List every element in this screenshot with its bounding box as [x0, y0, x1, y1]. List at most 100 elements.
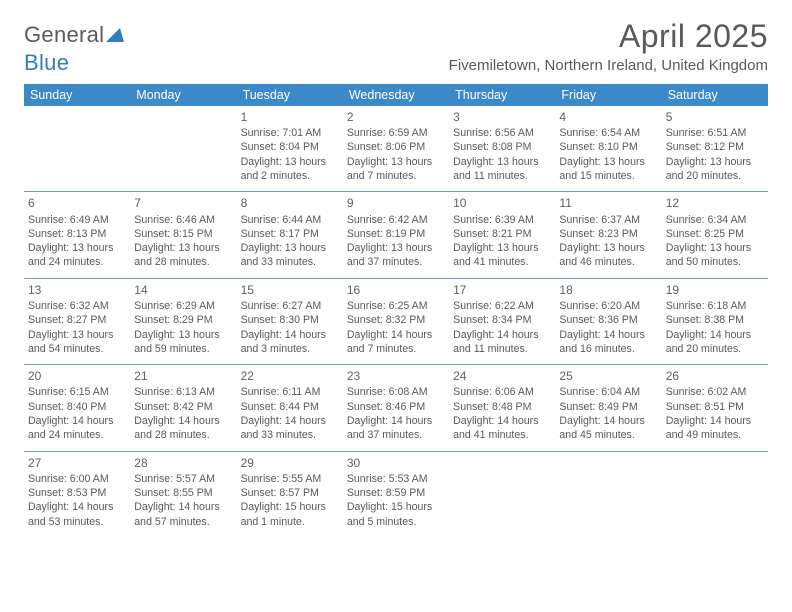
- day-number: 28: [134, 455, 232, 471]
- sunrise-text: Sunrise: 6:56 AM: [453, 126, 551, 140]
- day-number: 23: [347, 368, 445, 384]
- calendar-row: 27Sunrise: 6:00 AMSunset: 8:53 PMDayligh…: [24, 452, 768, 537]
- day-cell: 4Sunrise: 6:54 AMSunset: 8:10 PMDaylight…: [555, 106, 661, 191]
- sunrise-text: Sunrise: 5:57 AM: [134, 472, 232, 486]
- dayname-monday: Monday: [130, 84, 236, 106]
- triangle-icon: [106, 22, 124, 48]
- empty-cell: [449, 452, 555, 537]
- location: Fivemiletown, Northern Ireland, United K…: [449, 57, 768, 74]
- title-block: April 2025 Fivemiletown, Northern Irelan…: [449, 18, 768, 74]
- calendar-row: 1Sunrise: 7:01 AMSunset: 8:04 PMDaylight…: [24, 106, 768, 192]
- daylight-text: Daylight: 13 hours and 2 minutes.: [241, 155, 339, 184]
- logo-text-general: General: [24, 22, 104, 47]
- sunset-text: Sunset: 8:38 PM: [666, 313, 764, 327]
- sunset-text: Sunset: 8:06 PM: [347, 140, 445, 154]
- day-number: 14: [134, 282, 232, 298]
- daylight-text: Daylight: 14 hours and 37 minutes.: [347, 414, 445, 443]
- sunrise-text: Sunrise: 6:18 AM: [666, 299, 764, 313]
- sunset-text: Sunset: 8:34 PM: [453, 313, 551, 327]
- dayname-tuesday: Tuesday: [237, 84, 343, 106]
- sunrise-text: Sunrise: 6:11 AM: [241, 385, 339, 399]
- sunset-text: Sunset: 8:36 PM: [559, 313, 657, 327]
- day-cell: 12Sunrise: 6:34 AMSunset: 8:25 PMDayligh…: [662, 192, 768, 277]
- day-number: 12: [666, 195, 764, 211]
- daylight-text: Daylight: 14 hours and 57 minutes.: [134, 500, 232, 529]
- sunset-text: Sunset: 8:42 PM: [134, 400, 232, 414]
- sunset-text: Sunset: 8:19 PM: [347, 227, 445, 241]
- day-cell: 17Sunrise: 6:22 AMSunset: 8:34 PMDayligh…: [449, 279, 555, 364]
- sunset-text: Sunset: 8:59 PM: [347, 486, 445, 500]
- month-title: April 2025: [449, 18, 768, 55]
- sunrise-text: Sunrise: 5:55 AM: [241, 472, 339, 486]
- day-number: 9: [347, 195, 445, 211]
- sunrise-text: Sunrise: 6:49 AM: [28, 213, 126, 227]
- day-cell: 15Sunrise: 6:27 AMSunset: 8:30 PMDayligh…: [237, 279, 343, 364]
- daylight-text: Daylight: 13 hours and 46 minutes.: [559, 241, 657, 270]
- sunset-text: Sunset: 8:15 PM: [134, 227, 232, 241]
- day-cell: 14Sunrise: 6:29 AMSunset: 8:29 PMDayligh…: [130, 279, 236, 364]
- day-cell: 26Sunrise: 6:02 AMSunset: 8:51 PMDayligh…: [662, 365, 768, 450]
- day-cell: 27Sunrise: 6:00 AMSunset: 8:53 PMDayligh…: [24, 452, 130, 537]
- daylight-text: Daylight: 13 hours and 59 minutes.: [134, 328, 232, 357]
- sunset-text: Sunset: 8:23 PM: [559, 227, 657, 241]
- daylight-text: Daylight: 13 hours and 37 minutes.: [347, 241, 445, 270]
- daylight-text: Daylight: 14 hours and 3 minutes.: [241, 328, 339, 357]
- day-cell: 11Sunrise: 6:37 AMSunset: 8:23 PMDayligh…: [555, 192, 661, 277]
- logo: GeneralBlue: [24, 22, 124, 76]
- day-cell: 10Sunrise: 6:39 AMSunset: 8:21 PMDayligh…: [449, 192, 555, 277]
- day-number: 24: [453, 368, 551, 384]
- daylight-text: Daylight: 13 hours and 15 minutes.: [559, 155, 657, 184]
- day-number: 11: [559, 195, 657, 211]
- daylight-text: Daylight: 14 hours and 45 minutes.: [559, 414, 657, 443]
- daylight-text: Daylight: 13 hours and 11 minutes.: [453, 155, 551, 184]
- day-number: 10: [453, 195, 551, 211]
- sunset-text: Sunset: 8:40 PM: [28, 400, 126, 414]
- sunrise-text: Sunrise: 6:00 AM: [28, 472, 126, 486]
- daylight-text: Daylight: 14 hours and 24 minutes.: [28, 414, 126, 443]
- daylight-text: Daylight: 13 hours and 28 minutes.: [134, 241, 232, 270]
- day-cell: 8Sunrise: 6:44 AMSunset: 8:17 PMDaylight…: [237, 192, 343, 277]
- day-number: 6: [28, 195, 126, 211]
- day-cell: 6Sunrise: 6:49 AMSunset: 8:13 PMDaylight…: [24, 192, 130, 277]
- day-cell: 16Sunrise: 6:25 AMSunset: 8:32 PMDayligh…: [343, 279, 449, 364]
- daylight-text: Daylight: 15 hours and 1 minute.: [241, 500, 339, 529]
- dayname-friday: Friday: [555, 84, 661, 106]
- day-number: 22: [241, 368, 339, 384]
- sunset-text: Sunset: 8:32 PM: [347, 313, 445, 327]
- sunset-text: Sunset: 8:57 PM: [241, 486, 339, 500]
- sunset-text: Sunset: 8:49 PM: [559, 400, 657, 414]
- day-cell: 25Sunrise: 6:04 AMSunset: 8:49 PMDayligh…: [555, 365, 661, 450]
- day-cell: 19Sunrise: 6:18 AMSunset: 8:38 PMDayligh…: [662, 279, 768, 364]
- day-cell: 3Sunrise: 6:56 AMSunset: 8:08 PMDaylight…: [449, 106, 555, 191]
- sunset-text: Sunset: 8:29 PM: [134, 313, 232, 327]
- daylight-text: Daylight: 14 hours and 7 minutes.: [347, 328, 445, 357]
- sunrise-text: Sunrise: 6:46 AM: [134, 213, 232, 227]
- sunset-text: Sunset: 8:12 PM: [666, 140, 764, 154]
- day-cell: 18Sunrise: 6:20 AMSunset: 8:36 PMDayligh…: [555, 279, 661, 364]
- sunrise-text: Sunrise: 6:22 AM: [453, 299, 551, 313]
- sunset-text: Sunset: 8:48 PM: [453, 400, 551, 414]
- dayname-sunday: Sunday: [24, 84, 130, 106]
- day-cell: 24Sunrise: 6:06 AMSunset: 8:48 PMDayligh…: [449, 365, 555, 450]
- sunrise-text: Sunrise: 6:44 AM: [241, 213, 339, 227]
- sunrise-text: Sunrise: 6:59 AM: [347, 126, 445, 140]
- day-number: 18: [559, 282, 657, 298]
- header: GeneralBlue April 2025 Fivemiletown, Nor…: [24, 18, 768, 76]
- day-number: 7: [134, 195, 232, 211]
- day-cell: 28Sunrise: 5:57 AMSunset: 8:55 PMDayligh…: [130, 452, 236, 537]
- day-cell: 30Sunrise: 5:53 AMSunset: 8:59 PMDayligh…: [343, 452, 449, 537]
- sunrise-text: Sunrise: 6:15 AM: [28, 385, 126, 399]
- daylight-text: Daylight: 13 hours and 50 minutes.: [666, 241, 764, 270]
- day-number: 29: [241, 455, 339, 471]
- sunset-text: Sunset: 8:08 PM: [453, 140, 551, 154]
- sunrise-text: Sunrise: 6:25 AM: [347, 299, 445, 313]
- sunset-text: Sunset: 8:51 PM: [666, 400, 764, 414]
- day-cell: 1Sunrise: 7:01 AMSunset: 8:04 PMDaylight…: [237, 106, 343, 191]
- daylight-text: Daylight: 14 hours and 53 minutes.: [28, 500, 126, 529]
- sunrise-text: Sunrise: 6:51 AM: [666, 126, 764, 140]
- sunset-text: Sunset: 8:13 PM: [28, 227, 126, 241]
- sunset-text: Sunset: 8:04 PM: [241, 140, 339, 154]
- sunset-text: Sunset: 8:25 PM: [666, 227, 764, 241]
- daylight-text: Daylight: 14 hours and 16 minutes.: [559, 328, 657, 357]
- day-cell: 7 Sunrise: 6:46 AMSunset: 8:15 PMDaylight…: [130, 192, 236, 277]
